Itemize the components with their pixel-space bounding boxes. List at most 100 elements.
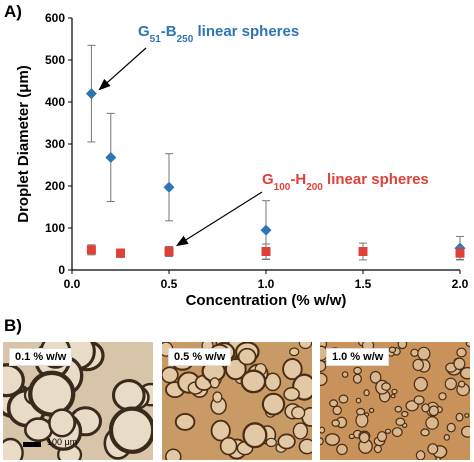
- droplet: [298, 438, 312, 455]
- y-axis-label: Droplet Diameter (μm): [15, 65, 32, 223]
- droplet: [111, 379, 146, 412]
- droplet: [405, 400, 419, 412]
- annotation-arrow: [98, 47, 147, 91]
- droplet: [277, 433, 296, 450]
- micrograph-0-5: 0.5 % w/w: [162, 342, 312, 460]
- droplet: [455, 412, 464, 422]
- droplet: [391, 427, 403, 438]
- micrograph-label: 0.5 % w/w: [168, 348, 232, 366]
- data-point-square: [86, 245, 96, 255]
- droplet: [461, 425, 470, 438]
- droplet: [368, 407, 375, 414]
- droplet: [28, 370, 76, 417]
- droplet: [390, 393, 396, 399]
- droplet: [240, 369, 267, 394]
- droplet: [428, 405, 439, 417]
- droplet: [324, 433, 340, 446]
- micrograph-1-0: 1.0 % w/w: [320, 342, 470, 460]
- series-label-g51-b250: G51-B250 linear spheres: [138, 23, 299, 45]
- droplet: [320, 437, 324, 446]
- droplet: [338, 394, 349, 404]
- droplet: [464, 413, 470, 418]
- droplet: [381, 382, 391, 391]
- droplet: [465, 342, 470, 348]
- droplet: [384, 428, 392, 435]
- droplet: [358, 431, 370, 444]
- x-tick-label: 2.0: [452, 277, 469, 291]
- droplet: [282, 358, 303, 381]
- droplet: [397, 342, 408, 350]
- panel-b-label: B): [4, 316, 22, 335]
- data-point-square: [358, 247, 368, 257]
- droplet: [413, 395, 425, 405]
- droplet: [435, 456, 441, 460]
- droplet: [410, 348, 419, 358]
- droplet: [421, 403, 430, 413]
- data-point-square: [455, 248, 465, 258]
- data-point-diamond: [163, 181, 175, 193]
- droplet: [443, 433, 451, 441]
- x-tick-label: 1.0: [258, 277, 275, 291]
- droplet: [165, 448, 182, 460]
- x-tick-label: 1.5: [355, 277, 372, 291]
- droplet: [320, 426, 326, 434]
- droplet: [341, 371, 349, 378]
- droplet: [427, 443, 439, 455]
- droplet: [394, 405, 403, 413]
- droplet: [417, 346, 431, 361]
- droplet: [438, 392, 447, 401]
- panel-a-label: A): [4, 2, 22, 21]
- droplet: [331, 419, 341, 427]
- droplet: [420, 428, 430, 437]
- micrograph-label: 1.0 % w/w: [326, 348, 390, 366]
- y-tick-label: 100: [45, 221, 65, 235]
- droplet: [376, 431, 388, 443]
- annotation-arrow: [175, 191, 263, 247]
- droplet: [212, 391, 223, 403]
- series-label-g100-h200: G100-H200 linear spheres: [262, 171, 429, 193]
- droplet: [291, 406, 306, 420]
- y-tick-label: 500: [45, 53, 65, 67]
- droplet: [373, 444, 383, 454]
- scale-bar-label: 100 μm: [47, 437, 78, 447]
- droplet: [320, 360, 327, 372]
- droplet: [355, 413, 369, 428]
- droplet: [457, 380, 466, 388]
- droplet: [261, 392, 286, 416]
- data-point-square: [164, 247, 174, 257]
- droplet: [292, 422, 309, 440]
- x-axis-label: Concentration (% w/w): [186, 292, 347, 309]
- y-tick-label: 200: [45, 179, 65, 193]
- droplet: [412, 358, 424, 372]
- y-tick-label: 400: [45, 95, 65, 109]
- droplet: [348, 433, 355, 440]
- droplet: [355, 407, 366, 416]
- droplet: [388, 346, 397, 354]
- droplet: [283, 387, 300, 402]
- droplet: [298, 342, 312, 350]
- droplet: [401, 410, 409, 418]
- droplet: [332, 405, 342, 416]
- droplet: [3, 437, 24, 460]
- droplet: [242, 422, 268, 449]
- droplet: [265, 437, 277, 448]
- scale-bar: [23, 442, 41, 447]
- droplet: [369, 370, 382, 384]
- micrograph-0-1: 0.1 % w/w 100 μm: [3, 342, 153, 460]
- droplet: [352, 373, 362, 384]
- droplet: [162, 366, 179, 384]
- droplet: [329, 399, 339, 408]
- droplet: [210, 419, 231, 442]
- y-tick-label: 300: [45, 137, 65, 151]
- droplet: [415, 450, 426, 460]
- droplet: [3, 363, 25, 398]
- x-tick-label: 0.0: [64, 277, 81, 291]
- micrograph-label: 0.1 % w/w: [9, 348, 73, 366]
- data-point-diamond: [105, 151, 117, 163]
- droplet: [336, 443, 348, 456]
- droplet: [446, 422, 456, 433]
- droplet: [456, 347, 467, 358]
- droplet: [353, 366, 362, 375]
- droplet: [209, 377, 220, 389]
- droplet: [413, 376, 428, 392]
